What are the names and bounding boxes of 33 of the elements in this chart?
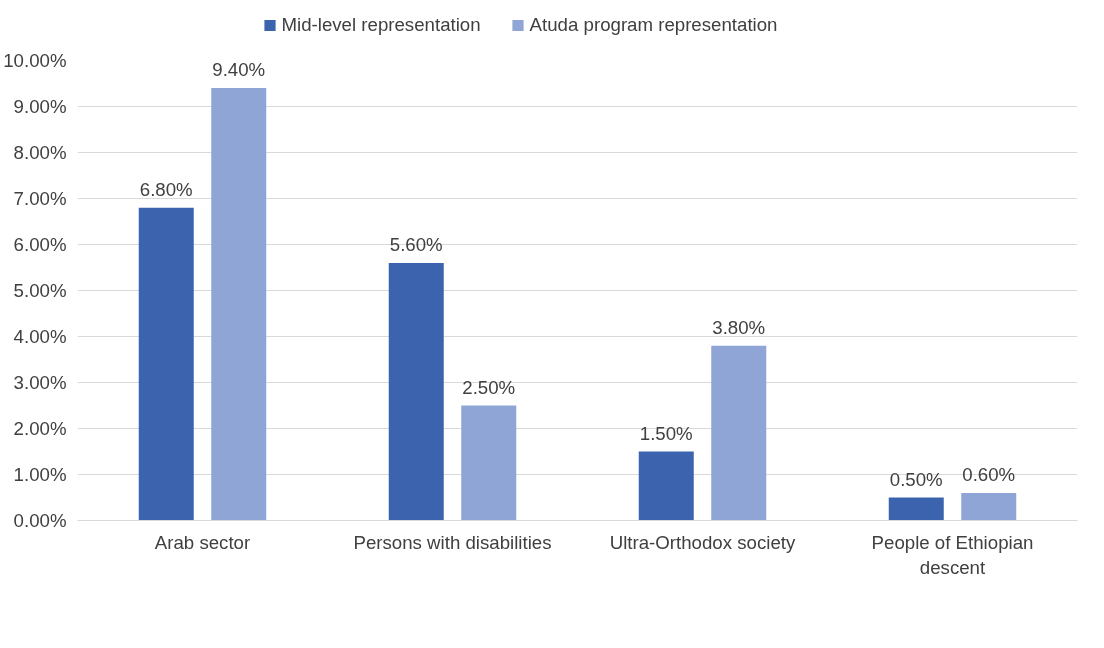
legend-label: Mid-level representation (281, 14, 481, 36)
bar (888, 497, 944, 521)
legend-label: Atuda program representation (529, 14, 778, 36)
bar (138, 207, 194, 521)
x-tick-label: Arab sector (154, 531, 251, 553)
data-label: 1.50% (639, 422, 693, 444)
y-tick-label: 9.00% (13, 96, 67, 117)
y-tick-label: 0.00% (13, 510, 67, 531)
y-tick-label: 1.00% (13, 464, 67, 485)
data-label: 5.60% (389, 233, 443, 255)
data-label: 6.80% (139, 178, 193, 200)
data-label: 2.50% (462, 376, 516, 398)
bar (961, 492, 1017, 521)
x-tick-label: Persons with disabilities (353, 531, 552, 553)
y-tick-label: 7.00% (13, 188, 67, 209)
x-tick-label: Ultra-Orthodox society (609, 531, 796, 553)
y-tick-label: 8.00% (13, 142, 67, 163)
y-tick-label: 10.00% (3, 50, 67, 71)
data-label: 0.50% (889, 468, 943, 490)
y-tick-label: 2.00% (13, 418, 67, 439)
bar (638, 451, 694, 521)
y-tick-label: 5.00% (13, 280, 67, 301)
bar (461, 405, 517, 521)
y-tick-label: 4.00% (13, 326, 67, 347)
data-label: 3.80% (712, 316, 766, 338)
data-label: 9.40% (212, 59, 266, 81)
bar (388, 262, 444, 521)
bar (211, 88, 267, 521)
y-tick-label: 6.00% (13, 234, 67, 255)
data-label: 0.60% (962, 463, 1016, 485)
y-tick-label: 3.00% (13, 372, 67, 393)
bar (711, 345, 767, 521)
x-tick-label: People of Ethiopian descent (871, 531, 1034, 578)
